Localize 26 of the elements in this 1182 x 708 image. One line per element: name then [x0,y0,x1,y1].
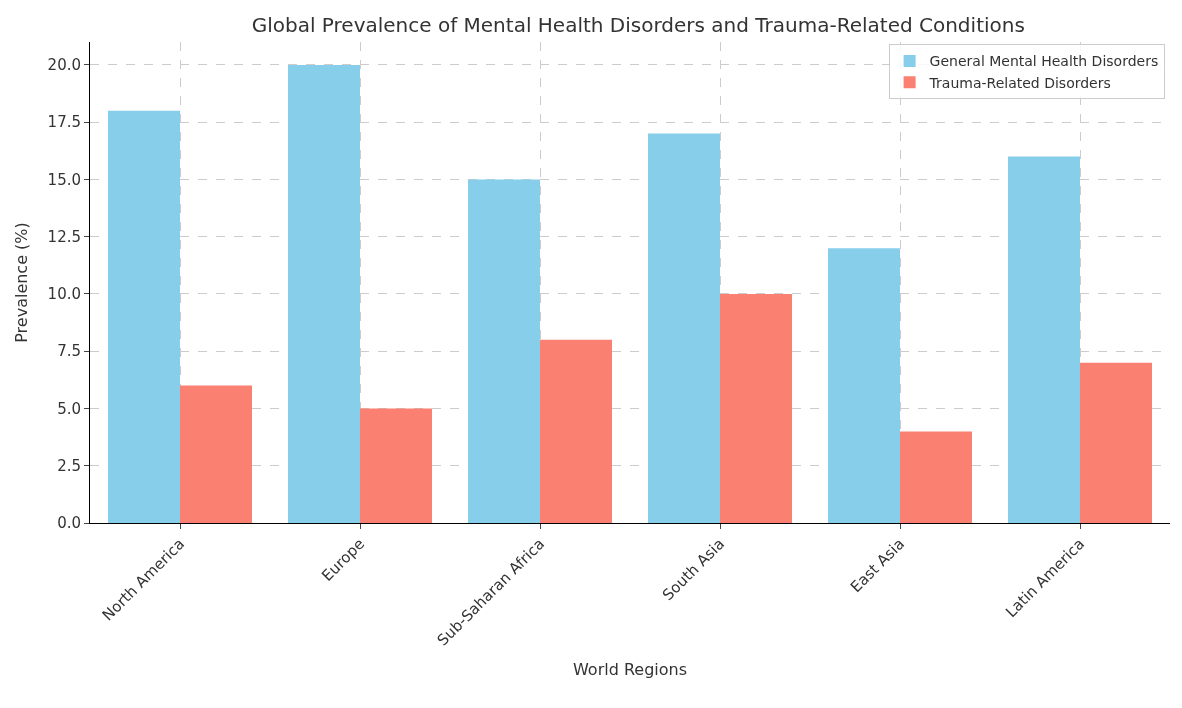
x-axis-title: World Regions [572,660,688,680]
bar [828,248,900,523]
bar [1008,156,1080,523]
y-tick-label: 7.5 [57,342,81,361]
y-axis-title: Prevalence (%) [12,222,32,343]
y-tick-label: 15.0 [47,170,81,189]
legend-label: Trauma-Related Disorders [928,74,1111,91]
bar [540,339,612,523]
y-tick-label: 2.5 [57,456,81,475]
bar [648,133,720,523]
y-tick-label: 17.5 [47,113,81,132]
chart-title: Global Prevalence of Mental Health Disorders and Trauma-Related Conditions [251,12,1025,37]
bar [900,431,972,523]
bar [180,385,252,523]
y-tick-label: 0.0 [57,514,81,533]
legend-label: General Mental Health Disorders [929,53,1159,70]
y-tick-label: 5.0 [57,399,81,418]
y-tick-label: 12.5 [47,227,81,246]
y-tick-label: 10.0 [47,285,81,304]
bar [720,293,792,523]
bar [288,64,360,523]
bar [1080,362,1152,523]
bar [468,179,540,523]
y-tick-label: 20.0 [47,56,81,75]
bar [108,110,180,523]
bar [360,408,432,523]
